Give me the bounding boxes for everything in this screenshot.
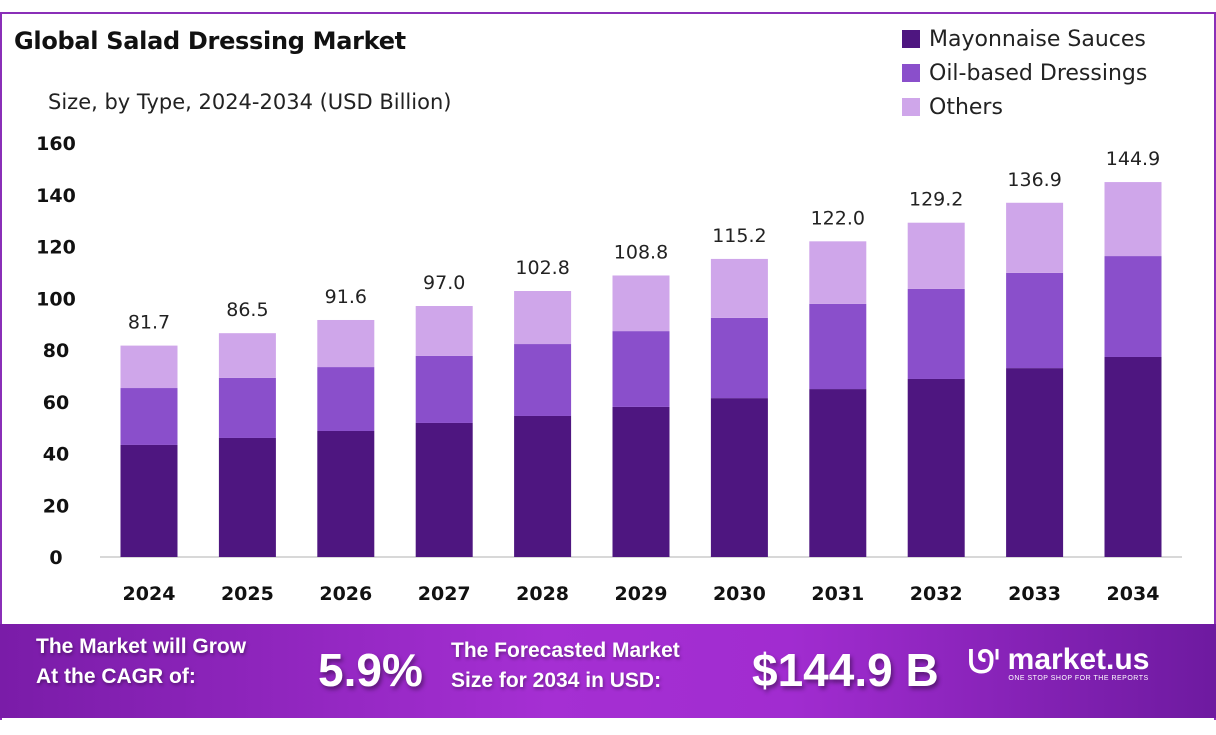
bar-segment-oil-based-dressings <box>317 367 375 431</box>
bar-segment-oil-based-dressings <box>907 288 965 379</box>
legend-swatch <box>902 64 920 82</box>
data-label: 102.8 <box>515 257 569 279</box>
y-tick-label: 160 <box>36 133 76 155</box>
data-label: 91.6 <box>325 286 367 308</box>
cagr-value: 5.9% <box>318 644 423 696</box>
forecast-label: The Forecasted Market Size for 2034 in U… <box>451 636 680 696</box>
data-label: 144.9 <box>1106 148 1160 170</box>
market-us-logo: ᘎᑊ market.us ONE STOP SHOP FOR THE REPOR… <box>968 644 1149 682</box>
chart-subtitle: Size, by Type, 2024-2034 (USD Billion) <box>48 90 452 114</box>
bar-segment-others <box>612 275 670 332</box>
bar-segment-others <box>809 241 867 304</box>
y-tick-label: 120 <box>36 237 76 259</box>
bar-segment-oil-based-dressings <box>514 344 572 416</box>
bar-segment-mayonnaise-sauces <box>218 437 276 557</box>
x-tick-label: 2031 <box>811 583 864 605</box>
chart-title: Global Salad Dressing Market <box>14 27 406 55</box>
data-label: 108.8 <box>614 241 668 263</box>
legend-item-mayonnaise: Mayonnaise Sauces <box>902 22 1147 56</box>
legend: Mayonnaise Sauces Oil-based Dressings Ot… <box>902 22 1147 124</box>
y-tick-label: 0 <box>49 547 62 569</box>
bar-segment-mayonnaise-sauces <box>1006 368 1064 557</box>
legend-label: Oil-based Dressings <box>929 60 1148 86</box>
data-label: 97.0 <box>423 272 465 294</box>
bar-segment-others <box>218 333 276 378</box>
legend-swatch <box>902 98 920 116</box>
bar-segment-mayonnaise-sauces <box>612 406 670 557</box>
chart-frame <box>0 12 1216 720</box>
footer-banner: The Market will Grow At the CAGR of: 5.9… <box>0 624 1216 718</box>
bar-segment-others <box>415 306 473 356</box>
bar-segment-mayonnaise-sauces <box>1104 356 1162 557</box>
bar-segment-oil-based-dressings <box>218 377 276 438</box>
bar-segment-oil-based-dressings <box>415 355 473 423</box>
data-label: 86.5 <box>226 299 268 321</box>
x-tick-label: 2028 <box>516 583 569 605</box>
legend-label: Mayonnaise Sauces <box>929 26 1146 52</box>
bar-segment-others <box>1006 202 1064 273</box>
x-tick-label: 2026 <box>319 583 372 605</box>
bar-segment-oil-based-dressings <box>1006 272 1064 369</box>
cagr-label: The Market will Grow At the CAGR of: <box>36 632 246 692</box>
legend-item-others: Others <box>902 90 1147 124</box>
legend-swatch <box>902 30 920 48</box>
data-label: 129.2 <box>909 189 963 211</box>
cagr-label-line2: At the CAGR of: <box>36 665 196 688</box>
data-label: 81.7 <box>128 312 170 334</box>
x-tick-label: 2024 <box>123 583 176 605</box>
bar-segment-mayonnaise-sauces <box>710 398 768 557</box>
bar-segment-oil-based-dressings <box>809 303 867 390</box>
y-tick-label: 60 <box>43 392 69 414</box>
y-tick-label: 40 <box>43 444 69 466</box>
x-tick-label: 2027 <box>418 583 471 605</box>
bar-segment-mayonnaise-sauces <box>907 378 965 557</box>
forecast-label-line1: The Forecasted Market <box>451 639 680 662</box>
data-label: 115.2 <box>712 225 766 247</box>
bar-segment-mayonnaise-sauces <box>514 415 572 557</box>
y-tick-label: 100 <box>36 288 76 310</box>
forecast-label-line2: Size for 2034 in USD: <box>451 669 662 692</box>
bar-segment-oil-based-dressings <box>120 388 178 445</box>
bar-segment-mayonnaise-sauces <box>120 444 178 557</box>
bar-segment-mayonnaise-sauces <box>317 430 375 557</box>
legend-item-oil-based: Oil-based Dressings <box>902 56 1147 90</box>
bar-segment-mayonnaise-sauces <box>809 389 867 557</box>
stacked-bar-chart: 0 20 40 60 80 100 120 140 160 81.7 2024 86.5 2025 91.… <box>36 133 1182 605</box>
data-label: 122.0 <box>811 207 865 229</box>
y-tick-label: 140 <box>36 185 76 207</box>
bar-segment-others <box>120 345 178 389</box>
x-tick-label: 2033 <box>1008 583 1061 605</box>
brand-tagline: ONE STOP SHOP FOR THE REPORTS <box>1008 674 1149 682</box>
brand-name: market.us <box>1007 642 1150 676</box>
bar-segment-mayonnaise-sauces <box>415 422 473 557</box>
x-tick-label: 2030 <box>713 583 766 605</box>
bar-segment-others <box>317 319 375 368</box>
data-label: 136.9 <box>1007 169 1061 191</box>
y-tick-label: 80 <box>43 340 69 362</box>
bar-segment-oil-based-dressings <box>1104 256 1162 357</box>
bar-segment-others <box>514 291 572 345</box>
x-tick-label: 2032 <box>910 583 963 605</box>
bar-segment-others <box>907 222 965 289</box>
legend-label: Others <box>929 94 1003 120</box>
x-tick-label: 2034 <box>1107 583 1160 605</box>
bar-segment-others <box>710 258 768 318</box>
bar-segment-oil-based-dressings <box>612 331 670 407</box>
x-tick-label: 2025 <box>221 583 274 605</box>
x-tick-label: 2029 <box>615 583 668 605</box>
bar-segment-oil-based-dressings <box>710 317 768 399</box>
forecast-value: $144.9 B <box>752 644 939 696</box>
market-us-logo-icon: ᘎᑊ <box>968 644 1000 680</box>
bar-segment-others <box>1104 182 1162 257</box>
cagr-label-line1: The Market will Grow <box>36 635 247 658</box>
y-tick-label: 20 <box>43 495 69 517</box>
